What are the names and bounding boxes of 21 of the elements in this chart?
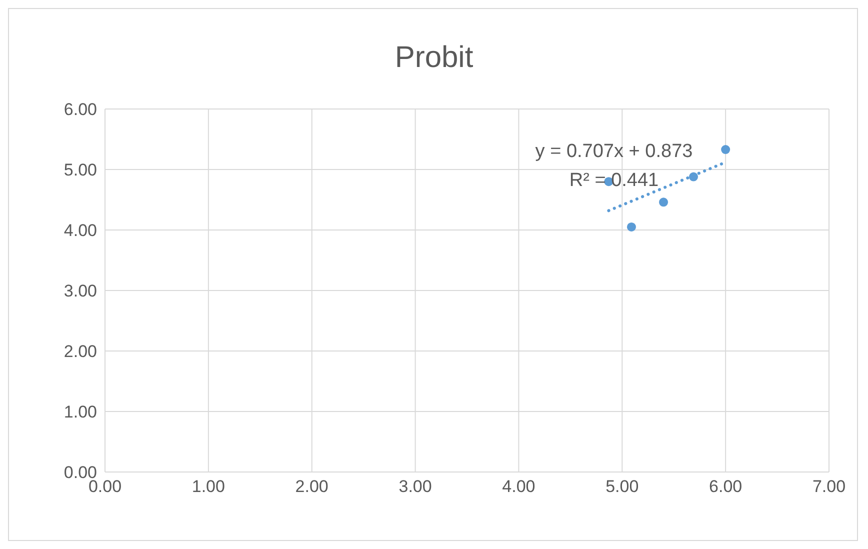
x-tick-label: 7.00 <box>812 477 846 496</box>
annotation: y = 0.707x + 0.873 <box>534 141 694 163</box>
x-tick-label: 6.00 <box>709 477 742 496</box>
y-tick-label: 4.00 <box>64 221 97 240</box>
x-tick-label: 5.00 <box>606 477 639 496</box>
point <box>721 145 730 154</box>
x-tick-label: 3.00 <box>398 477 432 496</box>
y-tick-label: 3.00 <box>64 282 97 301</box>
x-tick-label: 0.00 <box>88 477 122 496</box>
x-tick-label: 4.00 <box>502 477 536 496</box>
y-tick-label: 1.00 <box>64 402 97 422</box>
y-tick-label: 2.00 <box>64 342 97 362</box>
x-tick-label: 1.00 <box>192 477 225 496</box>
point <box>626 222 636 232</box>
y-tick-label: 5.00 <box>64 160 97 180</box>
y-tick-label: 6.00 <box>64 100 97 120</box>
annotation: R² = 0.441 <box>568 170 660 192</box>
point <box>688 172 698 182</box>
point <box>659 198 668 207</box>
chart-title: Probit <box>394 41 474 75</box>
x-tick-label: 2.00 <box>295 477 328 496</box>
